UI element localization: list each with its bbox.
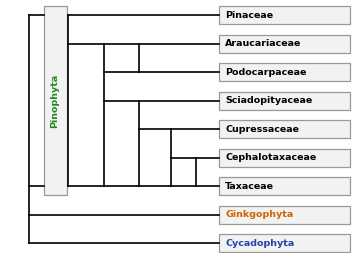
Text: Cephalotaxaceae: Cephalotaxaceae	[225, 153, 316, 162]
Bar	[219, 63, 350, 81]
Text: Cycadophyta: Cycadophyta	[225, 239, 294, 248]
Text: Cupressaceae: Cupressaceae	[225, 125, 300, 134]
Text: Ginkgophyta: Ginkgophyta	[225, 210, 294, 219]
Bar	[219, 35, 350, 53]
Bar	[219, 149, 350, 167]
Text: Taxaceae: Taxaceae	[225, 182, 274, 191]
Bar	[219, 234, 350, 252]
Text: Pinophyta: Pinophyta	[50, 74, 59, 128]
Bar	[44, 6, 67, 195]
Text: Pinaceae: Pinaceae	[225, 11, 274, 20]
Bar	[219, 120, 350, 138]
Bar	[219, 6, 350, 24]
Text: Araucariaceae: Araucariaceae	[225, 39, 302, 48]
Bar	[219, 177, 350, 195]
Text: Podocarpaceae: Podocarpaceae	[225, 68, 307, 77]
Bar	[219, 92, 350, 110]
Bar	[219, 206, 350, 224]
Text: Sciadopityaceae: Sciadopityaceae	[225, 96, 312, 105]
